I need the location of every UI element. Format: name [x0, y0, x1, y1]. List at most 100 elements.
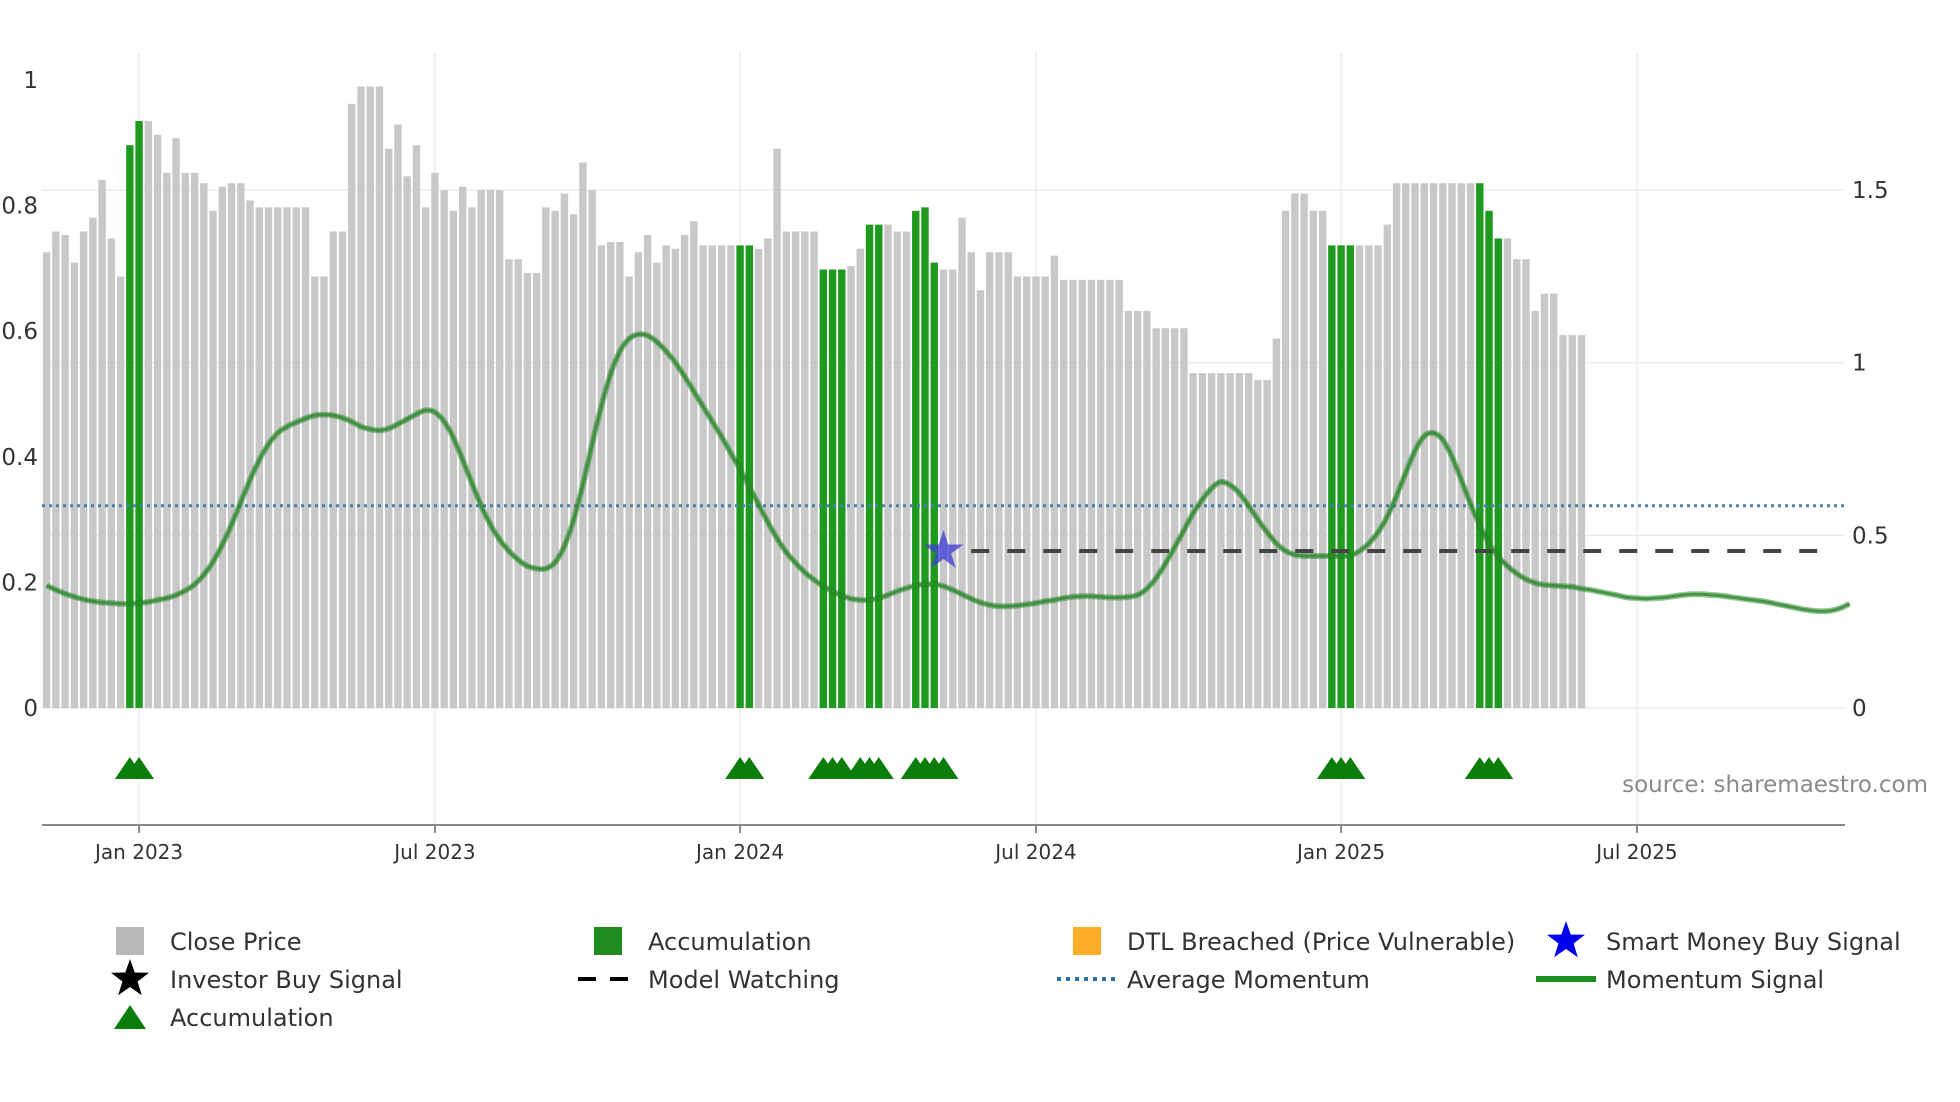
close-price-bar	[1050, 255, 1059, 708]
close-price-bar	[1004, 252, 1012, 708]
close-price-bar	[1559, 335, 1567, 708]
close-price-bar	[301, 207, 310, 709]
legend-triangle-icon	[114, 1005, 146, 1029]
close-price-bar	[468, 207, 476, 709]
close-price-bar	[320, 276, 328, 708]
close-price-bar	[1143, 310, 1151, 708]
accumulation-bar	[135, 121, 143, 709]
close-price-bar	[1374, 245, 1382, 709]
close-price-bar	[459, 186, 467, 708]
accumulation-bar	[736, 245, 744, 709]
close-price-bar	[1503, 238, 1512, 708]
close-price-bar	[653, 262, 661, 708]
close-price-bar	[551, 210, 559, 709]
close-price-bar	[708, 245, 717, 709]
close-price-bar	[1069, 279, 1077, 708]
right-axis-tick-label: 1	[1852, 351, 1867, 377]
x-tick-label: Jan 2023	[93, 840, 183, 864]
legend-label: DTL Breached (Price Vulnerable)	[1127, 928, 1515, 956]
close-price-bar	[1577, 335, 1586, 708]
close-price-bar	[967, 252, 975, 708]
close-price-bar	[357, 86, 365, 709]
legend-label: Accumulation	[170, 1004, 334, 1032]
x-tick-label: Jan 2024	[694, 840, 784, 864]
source-label: source: sharemaestro.com	[1622, 772, 1928, 798]
close-price-bar	[70, 262, 79, 708]
legend-label: Smart Money Buy Signal	[1606, 928, 1901, 956]
close-price-bar	[717, 245, 726, 709]
right-axis-tick-label: 0	[1852, 696, 1867, 722]
close-price-bar	[801, 231, 809, 708]
close-price-bar	[338, 231, 347, 708]
close-price-bar	[1420, 183, 1428, 708]
close-price-bar	[153, 134, 162, 708]
close-price-bar	[976, 290, 985, 708]
close-price-bar	[237, 183, 245, 708]
close-price-bar	[1550, 293, 1558, 708]
legend-label: Accumulation	[648, 928, 812, 956]
accumulation-bar	[930, 262, 938, 708]
close-price-bar	[1439, 183, 1447, 708]
close-price-bar	[89, 217, 97, 708]
x-tick-label: Jul 2025	[1594, 840, 1677, 864]
close-price-bar	[61, 234, 69, 708]
close-price-bar	[1170, 328, 1179, 708]
x-tick-label: Jan 2025	[1295, 840, 1385, 864]
close-price-bar	[477, 190, 485, 708]
close-price-bar	[1448, 183, 1456, 708]
close-price-bar	[1189, 373, 1197, 708]
close-price-bar	[1402, 183, 1410, 708]
close-price-bar	[227, 183, 236, 708]
close-price-bar	[52, 231, 60, 708]
close-price-bar	[625, 276, 633, 708]
close-price-bar	[144, 121, 153, 709]
right-axis-tick-label: 0.5	[1852, 523, 1889, 549]
close-price-bar	[98, 179, 106, 708]
close-price-bar	[412, 145, 421, 708]
close-price-bar	[643, 234, 652, 708]
close-price-bar	[560, 193, 569, 709]
close-price-bar	[366, 86, 374, 709]
close-price-bar	[1522, 259, 1530, 708]
accumulation-bar	[1476, 183, 1484, 708]
close-price-bar	[523, 272, 532, 708]
legend-square-icon	[116, 927, 144, 955]
legend-star-icon	[111, 959, 149, 996]
legend-label: Close Price	[170, 928, 302, 956]
close-price-bar	[311, 276, 319, 708]
close-price-bar	[1096, 279, 1105, 708]
close-price-bar	[440, 190, 448, 708]
left-axis-tick-label: 0.4	[1, 445, 38, 471]
close-price-bar	[949, 269, 957, 708]
accumulation-bar	[745, 245, 754, 709]
close-price-bar	[1124, 310, 1133, 708]
close-price-bar	[486, 190, 495, 708]
close-price-bar	[1309, 210, 1318, 709]
momentum-signal-line	[45, 332, 1851, 613]
close-price-bar	[283, 207, 291, 709]
close-price-bar	[190, 172, 199, 708]
close-price-bar	[532, 272, 541, 708]
close-price-bar	[42, 252, 51, 708]
close-price-bar	[1568, 335, 1576, 708]
close-price-bar	[403, 176, 411, 708]
close-price-bar	[1115, 279, 1123, 708]
legend-label: Model Watching	[648, 966, 840, 994]
close-price-bar	[1207, 373, 1216, 708]
accumulation-bar	[819, 269, 827, 708]
close-price-bar	[1180, 328, 1188, 708]
close-price-bar	[1244, 373, 1253, 708]
left-axis-tick-label: 0	[23, 696, 38, 722]
smart-money-buy-star	[923, 530, 964, 568]
accumulation-bar	[912, 210, 920, 709]
close-price-bar	[375, 86, 384, 709]
indicator-lines	[42, 331, 1851, 615]
close-price-bar	[1198, 373, 1207, 708]
close-price-bar	[634, 252, 643, 708]
close-price-bar	[1457, 183, 1465, 708]
close-price-bar	[995, 252, 1003, 708]
close-price-bar	[107, 238, 116, 708]
accumulation-bar	[1485, 210, 1493, 709]
accumulation-bar	[921, 207, 929, 709]
close-price-bar	[495, 190, 504, 708]
